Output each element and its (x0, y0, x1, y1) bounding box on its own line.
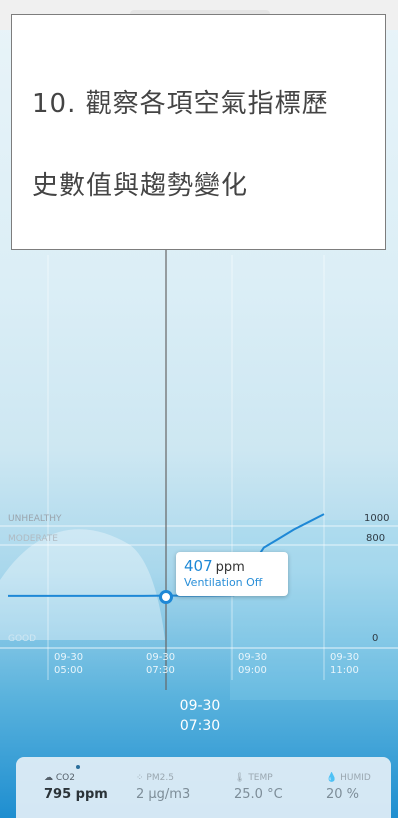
x-tick-time: 09:00 (238, 665, 267, 676)
tab-pm25[interactable]: ⁘ PM2.5 2 μg/m3 (136, 773, 190, 802)
metric-label: TEMP (248, 773, 273, 783)
x-tick-time: 11:00 (330, 665, 359, 676)
y-tick-label: 800 (366, 533, 385, 544)
droplet-icon: 💧 (326, 773, 338, 783)
zone-label-moderate: MODERATE (8, 534, 58, 544)
tooltip-unit: ppm (215, 560, 245, 575)
metric-value: 25.0 °C (234, 787, 283, 802)
tab-co2[interactable]: ☁ CO2 795 ppm (44, 773, 108, 802)
y-tick-label: 1000 (364, 513, 389, 524)
y-tick-label: 0 (372, 633, 378, 644)
metric-value: 2 μg/m3 (136, 787, 191, 802)
tab-temp[interactable]: 🌡 TEMP 25.0 °C (234, 773, 283, 802)
metric-value: 20 % (326, 787, 360, 802)
x-tick-date: 09-30 (330, 652, 359, 663)
x-tick-time: 05:00 (54, 665, 83, 676)
caption-line-2: 史數值與趨勢變化 (32, 171, 249, 201)
metric-label: HUMID (340, 773, 371, 783)
thermometer-icon: 🌡 (234, 773, 246, 783)
x-tick-date: 09-30 (146, 652, 175, 663)
particles-icon: ⁘ (136, 773, 144, 783)
caption-line-1: 10. 觀察各項空氣指標歷 (32, 89, 329, 119)
zone-label-unhealthy: UNHEALTHY (8, 514, 62, 524)
selected-point-marker (159, 590, 173, 604)
x-tick-date: 09-30 (54, 652, 83, 663)
zone-area (0, 529, 165, 640)
metric-value: 795 ppm (44, 787, 108, 802)
x-tick-time: 07:30 (146, 665, 175, 676)
tab-humid[interactable]: 💧 HUMID 20 % (326, 773, 371, 802)
metric-label: CO2 (55, 773, 75, 783)
selected-clock: 07:30 (179, 718, 221, 734)
value-tooltip: 407 ppm Ventilation Off (176, 552, 288, 596)
selected-time: 09-30 07:30 (160, 696, 240, 736)
x-tick-date: 09-30 (238, 652, 267, 663)
caption-overlay: 10. 觀察各項空氣指標歷 史數值與趨勢變化 (11, 14, 386, 250)
zone-label-good: GOOD (8, 634, 36, 644)
tooltip-value: 407 (184, 557, 213, 575)
active-tab-indicator (76, 765, 80, 769)
ventilation-status: Ventilation Off (184, 576, 263, 589)
metric-label: PM2.5 (146, 773, 174, 783)
selected-date: 09-30 (179, 698, 221, 714)
cloud-icon: ☁ (44, 773, 53, 783)
metric-tabs-bar: ☁ CO2 795 ppm ⁘ PM2.5 2 μg/m3 🌡 TEMP 25.… (16, 757, 391, 818)
